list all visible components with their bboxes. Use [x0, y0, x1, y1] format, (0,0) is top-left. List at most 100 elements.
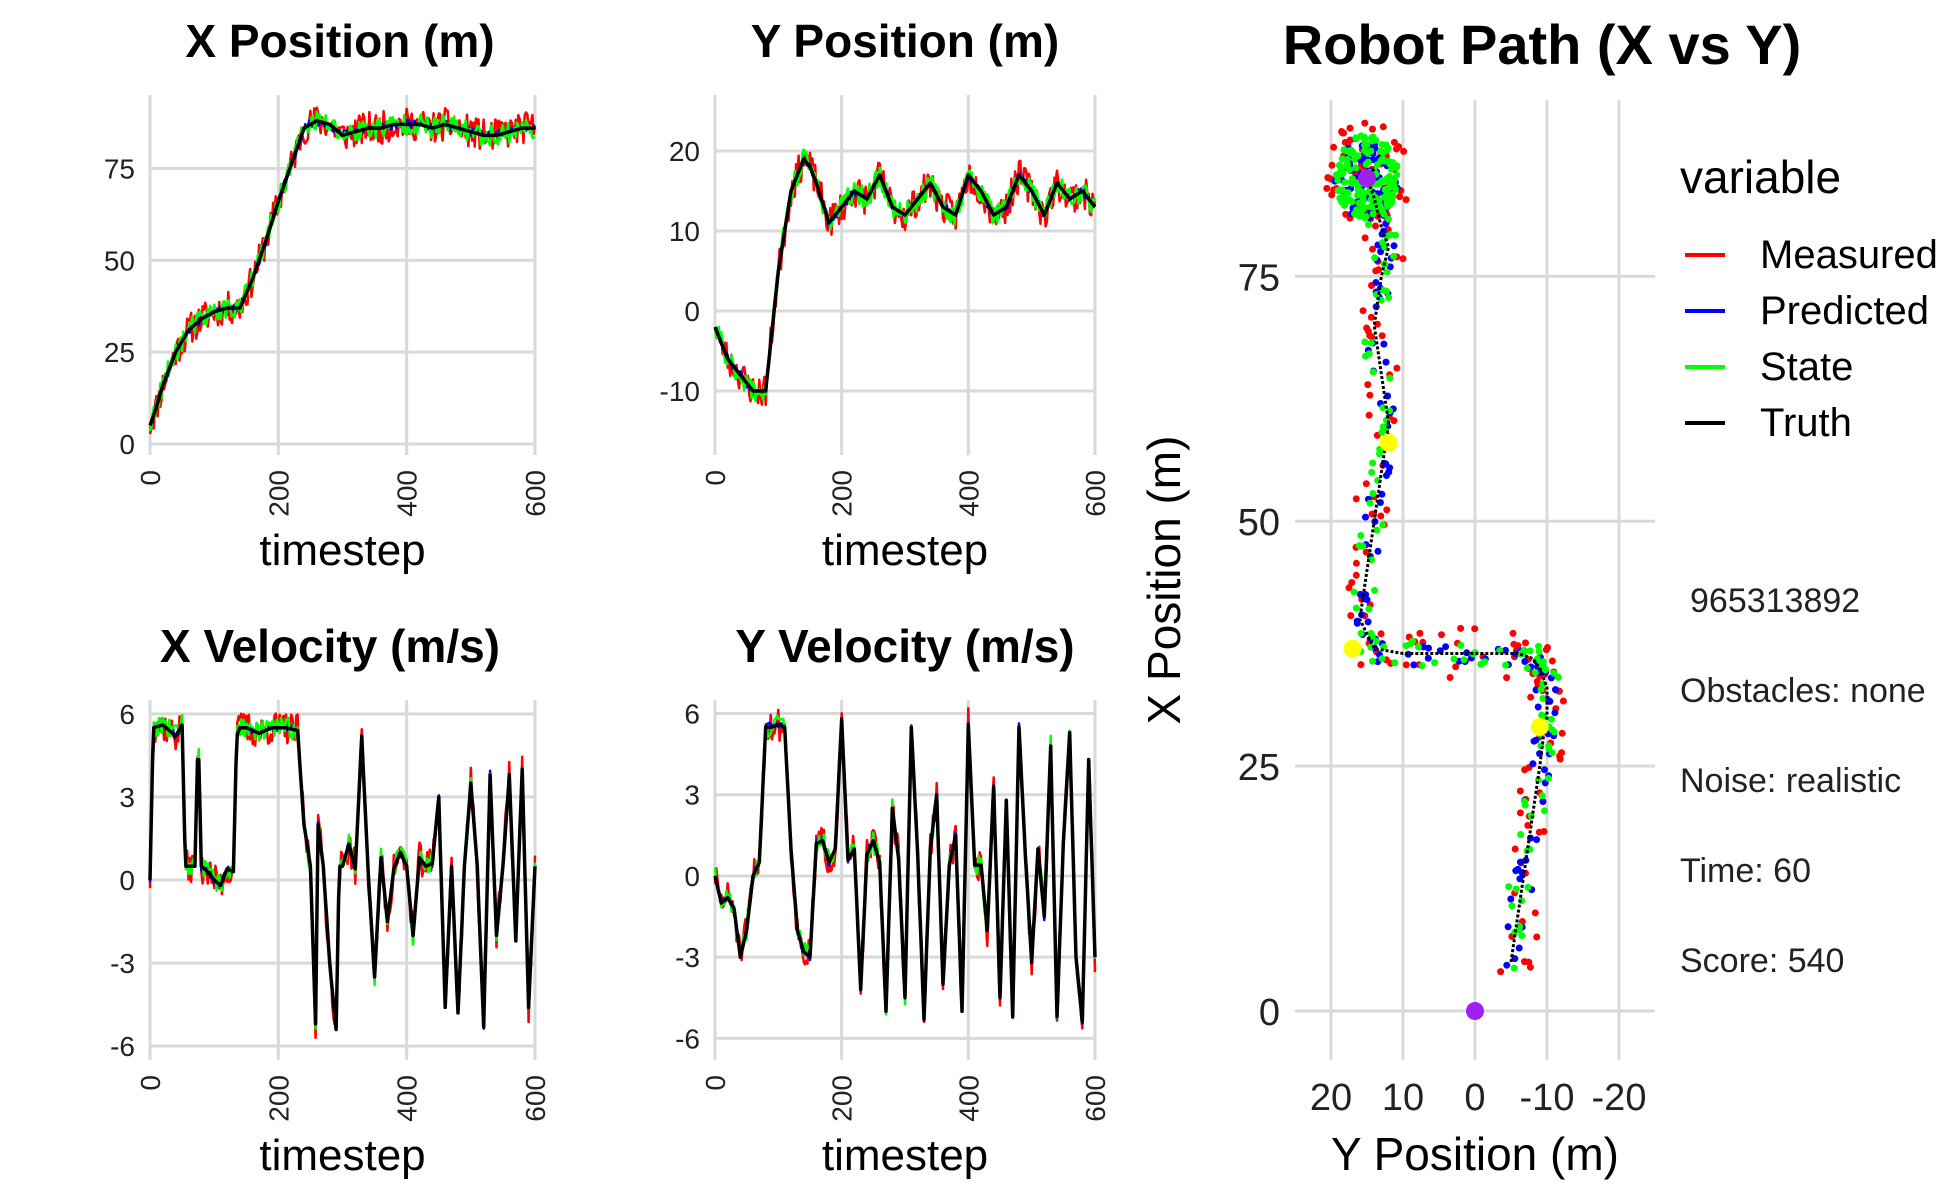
path-point-state — [1523, 664, 1531, 672]
path-point-state — [1361, 141, 1368, 149]
path-point-measured — [1393, 145, 1400, 153]
path-point-predicted — [1442, 643, 1450, 651]
path-point-measured — [1510, 640, 1518, 648]
x_position-ytick-2: 50 — [104, 245, 135, 276]
path-point-state — [1339, 193, 1346, 201]
path-point-predicted — [1382, 358, 1390, 366]
path-point-measured — [1558, 729, 1566, 737]
path-point-state — [1348, 198, 1356, 206]
path-point-state — [1502, 661, 1510, 669]
path-xtick-2: 0 — [1464, 1077, 1485, 1119]
path-point-measured — [1511, 845, 1519, 853]
seed-label: 965313892 — [1690, 582, 1861, 620]
y_velocity-xtick-3: 600 — [1080, 1075, 1111, 1122]
path-point-measured — [1346, 124, 1354, 132]
path-point-measured — [1338, 128, 1346, 135]
path-point-state — [1388, 198, 1396, 206]
y_velocity-ytick-2: 0 — [684, 861, 700, 892]
path-point-predicted — [1533, 836, 1541, 844]
path-point-predicted — [1424, 654, 1432, 662]
path-point-state — [1367, 339, 1375, 347]
y_velocity-xtick-0: 0 — [700, 1075, 731, 1091]
path-point-state — [1368, 137, 1376, 145]
path-point-state — [1352, 164, 1360, 172]
path-point-measured — [1375, 266, 1383, 274]
path-point-state — [1383, 174, 1391, 182]
path-point-measured — [1559, 697, 1567, 705]
path-point-state — [1355, 187, 1363, 195]
x_velocity-ytick-2: 0 — [119, 865, 135, 896]
path-point-state — [1535, 648, 1543, 656]
path-point-state — [1510, 964, 1518, 972]
path-point-state — [1369, 459, 1377, 467]
x_velocity-ytick-1: -3 — [110, 948, 135, 979]
path-point-state — [1351, 210, 1358, 218]
path-point-state — [1384, 144, 1392, 152]
x_velocity-title: X Velocity (m/s) — [160, 620, 500, 672]
path-point-measured — [1402, 661, 1410, 669]
path-point-measured — [1400, 147, 1408, 155]
path-point-predicted — [1521, 658, 1529, 665]
x_position-line-truth — [148, 118, 536, 427]
path-point-state — [1367, 630, 1375, 637]
path-point-state — [1373, 526, 1381, 534]
path-point-state — [1537, 686, 1545, 693]
path-ytick-2: 50 — [1238, 502, 1280, 544]
path-point-measured — [1361, 119, 1369, 127]
path-point-state — [1369, 657, 1376, 665]
path-point-state — [1535, 642, 1543, 650]
path-point-state — [1355, 542, 1363, 550]
path-point-predicted — [1529, 760, 1537, 768]
path-point-predicted — [1372, 279, 1380, 286]
path-point-predicted — [1390, 242, 1398, 250]
path-point-state — [1376, 179, 1383, 187]
path-point-predicted — [1386, 263, 1394, 271]
path-point-measured — [1323, 184, 1331, 192]
path-point-state — [1338, 155, 1346, 163]
x_velocity-xtick-1: 200 — [263, 1075, 294, 1122]
y_position-xlabel: timestep — [822, 526, 988, 575]
path-point-measured — [1558, 749, 1566, 757]
x_position-ytick-0: 0 — [119, 429, 135, 460]
path-point-predicted — [1362, 513, 1369, 521]
path-point-state — [1386, 374, 1394, 382]
y_position-ytick-0: -10 — [660, 376, 700, 407]
x_velocity-ytick-0: -6 — [110, 1031, 135, 1062]
x_position-xtick-3: 600 — [520, 470, 551, 517]
path-point-measured — [1399, 255, 1407, 263]
legend: variable Measured Predicted State Truth — [1680, 151, 1938, 445]
path-point-state — [1352, 134, 1360, 142]
path-point-measured — [1347, 612, 1355, 620]
y_position-ytick-2: 10 — [669, 216, 700, 247]
path-point-measured — [1497, 968, 1505, 976]
path-point-state — [1409, 637, 1416, 645]
path-point-state — [1393, 171, 1401, 179]
x_velocity-xtick-3: 600 — [520, 1075, 551, 1122]
path-point-predicted — [1504, 923, 1512, 931]
path-point-predicted — [1374, 547, 1382, 555]
path-point-state — [1357, 629, 1365, 637]
path-point-state — [1544, 774, 1552, 782]
x_position-xlabel: timestep — [259, 526, 425, 575]
path-point-state — [1526, 647, 1534, 655]
path-point-measured — [1345, 584, 1353, 592]
path-point-measured — [1516, 809, 1524, 817]
path-point-state — [1339, 169, 1347, 177]
path-point-measured — [1452, 663, 1460, 671]
y_position-line-state — [713, 148, 1097, 403]
path-point-state — [1538, 711, 1546, 719]
path-point-state — [1460, 656, 1468, 664]
path-point-state — [1369, 210, 1377, 218]
path-point-state — [1350, 588, 1358, 596]
robot-path-panel: 0 25 50 75 20 10 0 -10 -20 Robot Path (X vs Y) Y P… — [1138, 13, 1801, 1180]
y_position-ytick-1: 0 — [684, 296, 700, 327]
y_position-xtick-1: 200 — [827, 470, 858, 517]
path-marker-4 — [1530, 717, 1549, 736]
path-xtick-1: 10 — [1382, 1077, 1424, 1119]
x_position-title: X Position (m) — [185, 15, 494, 67]
x_velocity-panel: -6 -3 0 3 6 0 200 400 600 X Velocity (m/s) timeste… — [110, 620, 551, 1180]
x_velocity-ytick-4: 6 — [119, 699, 135, 730]
path-point-state — [1343, 147, 1351, 155]
path-point-predicted — [1503, 961, 1511, 969]
